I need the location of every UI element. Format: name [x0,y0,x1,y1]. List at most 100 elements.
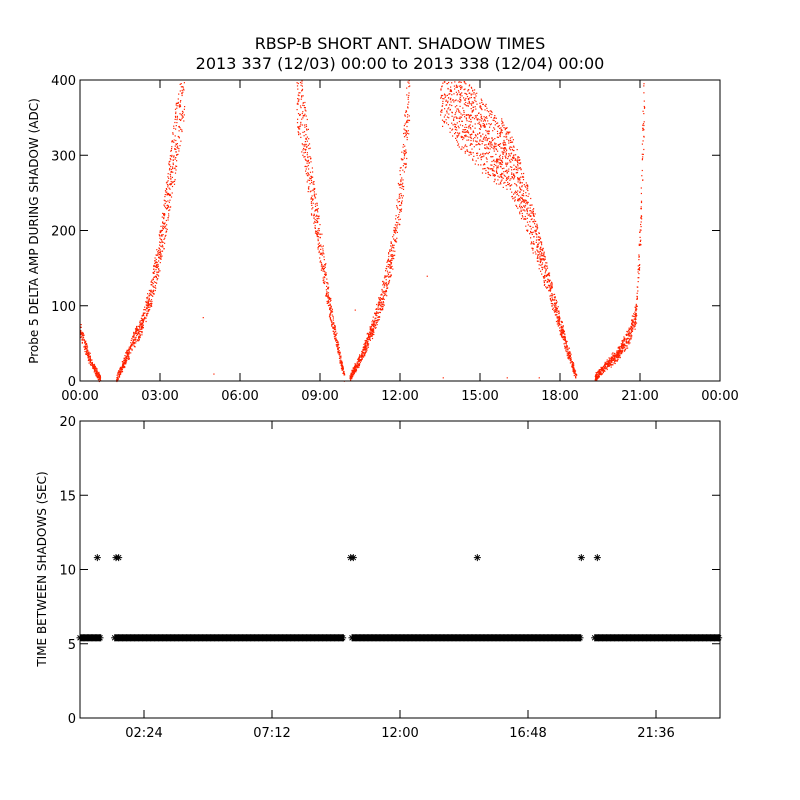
data-point [314,219,316,221]
data-point [168,169,171,171]
data-point [490,110,492,112]
data-point [400,180,402,182]
data-point [460,113,462,115]
data-point [513,168,515,171]
data-point [551,305,553,307]
data-point [555,320,558,323]
data-point [515,169,517,171]
data-point [455,127,457,129]
data-point [307,179,309,181]
data-point [556,301,558,303]
data-point [475,100,477,103]
data-point [598,375,600,377]
data-point [120,373,122,375]
data-point [96,371,98,373]
data-point [515,158,517,160]
data-point [455,110,458,112]
data-point [141,322,144,325]
data-point [514,200,516,202]
data-point [394,250,396,252]
data-point [511,184,513,186]
data-point [81,339,83,341]
data-point [443,122,445,124]
data-point [517,156,519,158]
data-point [609,360,611,362]
data-point [406,125,408,128]
data-point [471,111,473,113]
data-point [308,148,310,150]
data-point [640,229,642,231]
data-point [404,123,406,125]
data-point [141,322,143,324]
data-point [467,98,469,100]
data-point [323,265,325,268]
data-point [538,242,540,244]
data-point [635,303,637,305]
data-point [537,257,539,259]
data-point [387,273,390,275]
data-point [440,114,442,116]
data-point [369,326,371,328]
data-point [608,365,610,367]
data-point [380,294,382,296]
data-point [129,346,132,348]
data-point [622,339,624,342]
data-point [167,184,169,186]
data-point [170,168,172,171]
data-point [158,234,160,236]
data-point [639,240,641,242]
data-point [147,303,149,305]
data-point [487,130,489,132]
data-point [458,127,460,129]
data-point [526,203,529,205]
data-point [461,92,463,94]
data-point [448,107,450,109]
data-point [159,252,161,254]
data-point [475,116,477,119]
data-point [394,230,396,232]
data-point [326,285,328,287]
data-point [489,113,491,115]
data-point [518,198,520,200]
data-point [337,341,339,344]
data-point [641,153,643,155]
data-point [479,128,481,130]
data-point [510,158,512,160]
data-point [335,330,337,332]
data-point [340,357,342,359]
data-point [532,231,534,233]
data-point [492,168,494,170]
data-point [479,106,481,108]
data-point [182,91,184,93]
data-point [370,326,373,328]
data-point [370,334,372,336]
y-tick-label: 5 [68,638,76,653]
data-point [544,265,546,267]
data-point [449,127,451,129]
data-point [317,236,319,238]
data-point [382,280,384,282]
data-point [404,129,406,131]
data-point [126,360,128,362]
data-point [452,99,454,101]
asterisk-marker [480,634,488,642]
data-point [355,369,358,371]
data-point [446,83,449,85]
data-point [373,323,375,325]
data-point [558,324,560,326]
data-point [393,234,395,236]
data-point [486,161,488,163]
data-point [158,249,160,252]
data-point [159,262,161,264]
data-point [460,136,462,139]
data-point [124,357,126,359]
data-point [542,258,544,260]
data-point [629,332,631,334]
data-point [633,316,636,318]
data-point [328,316,331,318]
data-point [369,339,371,341]
data-point [381,303,384,305]
data-point [311,167,313,169]
data-point [537,254,539,256]
data-point [128,353,130,355]
